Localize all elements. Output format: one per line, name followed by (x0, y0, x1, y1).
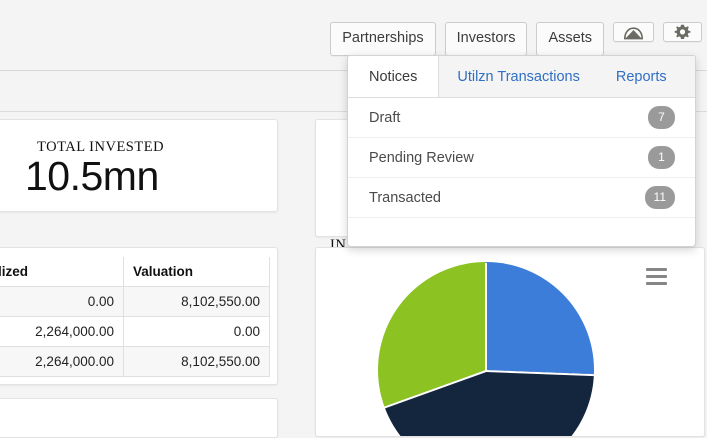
panel-tab-bar: Notices Utilzn Transactions Reports (348, 56, 695, 98)
notices-dropdown-panel: Notices Utilzn Transactions Reports Draf… (347, 55, 696, 247)
nav-partnerships-button[interactable]: Partnerships (330, 22, 436, 56)
status-badge: 11 (644, 186, 675, 209)
list-item-label: Pending Review (369, 149, 474, 166)
cell-realized: 0.00 (0, 286, 124, 317)
pie-slice-divider (485, 263, 487, 371)
column-header-valuation: Valuation (123, 257, 270, 287)
cell-valuation: 8,102,550.00 (123, 346, 270, 377)
list-item-transacted[interactable]: Transacted 11 (348, 178, 695, 218)
cell-realized: 2,264,000.00 (0, 346, 124, 377)
inbox-button[interactable] (613, 22, 654, 42)
panel-footer (348, 218, 695, 246)
financials-table: lized Valuation 0.00 8,102,550.00 2,264,… (0, 257, 270, 377)
table-row: 2,264,000.00 8,102,550.00 (0, 346, 270, 377)
envelope-icon (624, 26, 643, 40)
status-badge: 1 (648, 146, 675, 169)
tab-reports[interactable]: Reports (615, 68, 667, 85)
nav-investors-button[interactable]: Investors (444, 22, 528, 56)
top-nav-buttons: Partnerships Investors Assets (330, 22, 702, 56)
table-row: 0.00 8,102,550.00 (0, 286, 270, 317)
pie-slice-divider (384, 370, 487, 409)
nav-assets-button[interactable]: Assets (536, 22, 604, 56)
cell-valuation: 8,102,550.00 (123, 286, 270, 317)
tab-notices[interactable]: Notices (348, 56, 440, 97)
list-item-pending-review[interactable]: Pending Review 1 (348, 138, 695, 178)
table-row: 2,264,000.00 0.00 (0, 316, 270, 347)
list-item-draft[interactable]: Draft 7 (348, 98, 695, 138)
settings-button[interactable] (663, 22, 702, 42)
total-invested-card: TOTAL INVESTED 10.5mn (0, 119, 278, 212)
kpi-label: TOTAL INVESTED (37, 139, 165, 155)
status-badge: 7 (648, 106, 675, 129)
pie-slice-divider (485, 370, 594, 377)
lower-card (0, 398, 278, 438)
list-item-label: Transacted (369, 189, 441, 206)
pie-chart (378, 262, 594, 436)
pie-chart-card (315, 247, 705, 437)
chart-menu-icon[interactable] (646, 268, 667, 285)
column-header-realized: lized (0, 257, 124, 287)
kpi-value: 10.5mn (25, 153, 159, 199)
pie-chart-slices (378, 262, 594, 436)
cell-valuation: 0.00 (123, 316, 270, 347)
list-item-label: Draft (369, 109, 401, 126)
financials-table-card: lized Valuation 0.00 8,102,550.00 2,264,… (0, 247, 278, 385)
table-header-row: lized Valuation (0, 257, 270, 287)
gear-icon (674, 24, 691, 41)
cell-realized: 2,264,000.00 (0, 316, 124, 347)
tab-utilzn-transactions[interactable]: Utilzn Transactions (457, 68, 580, 85)
notices-list: Draft 7 Pending Review 1 Transacted 11 (348, 98, 695, 218)
